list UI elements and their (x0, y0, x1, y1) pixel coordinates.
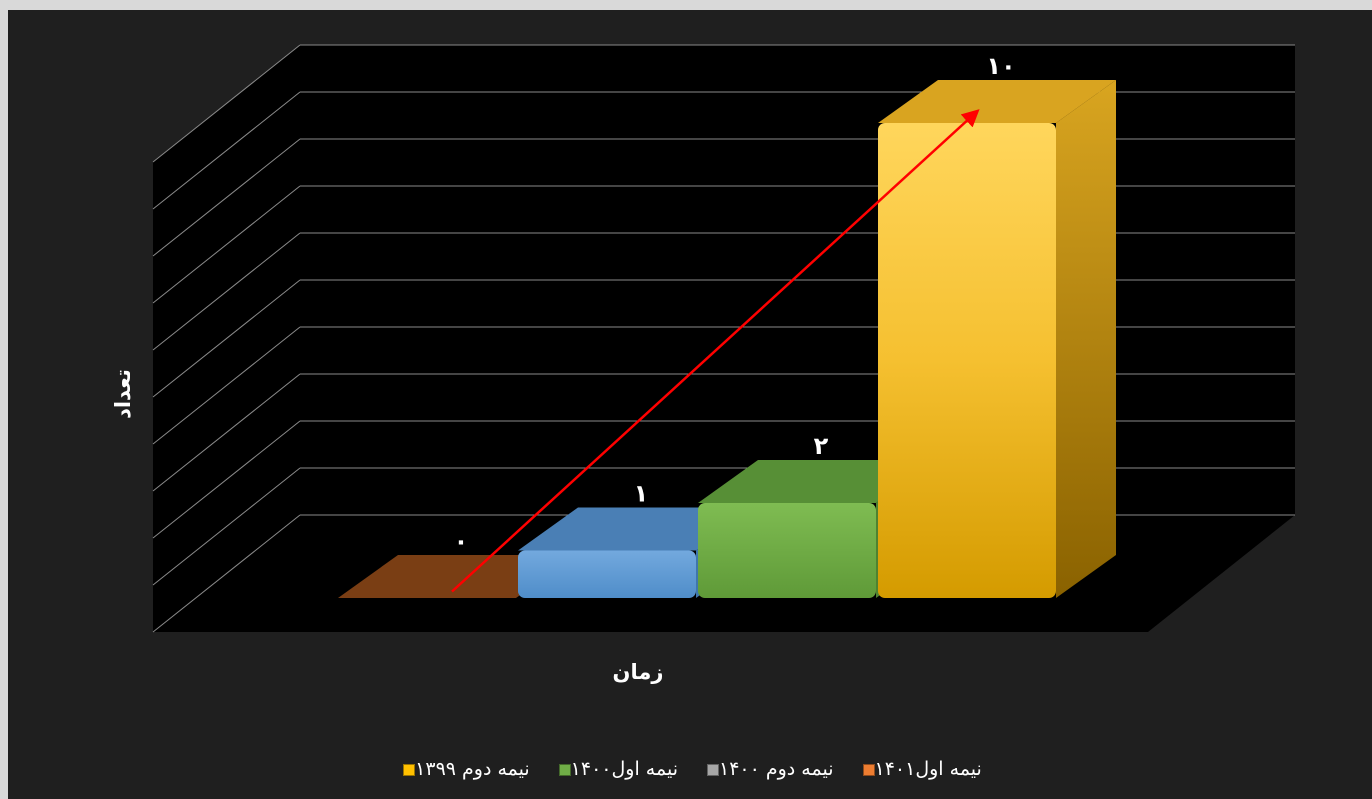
trend-arrow-line (451, 109, 980, 593)
legend-swatch (707, 763, 719, 776)
data-label: ۲ (814, 432, 829, 460)
legend-item: نیمه دوم ۱۳۹۹ (398, 758, 530, 780)
legend-label: نیمه دوم ۱۴۰۰ (719, 758, 834, 780)
gridline-side (152, 420, 301, 539)
data-label: ۱۰ (986, 52, 1015, 80)
y-axis-title: تعداد (111, 369, 135, 419)
bar (338, 555, 576, 598)
legend-item: نیمه اول۱۴۰۰ (554, 758, 678, 780)
bar-front (518, 550, 696, 598)
bar (878, 80, 1116, 598)
chart-plot: ۰ ۱ ۲ ۱۰ زمان تعداد (111, 44, 1295, 684)
gridline-side (152, 373, 301, 492)
legend-label: نیمه دوم ۱۳۹۹ (415, 758, 530, 780)
bar-top (338, 555, 576, 598)
legend: نیمه اول۱۴۰۱ نیمه دوم ۱۴۰۰ نیمه اول۱۴۰۰ نیم… (8, 758, 1372, 780)
gridline-side (152, 91, 301, 210)
gridline-side (152, 185, 301, 304)
trend-arrow (451, 109, 980, 593)
bar-front (698, 503, 876, 598)
bar-top (698, 460, 936, 503)
gridline-side (152, 467, 301, 586)
x-axis-title: زمان (613, 660, 664, 684)
gridline-side (152, 279, 301, 398)
legend-swatch (558, 763, 571, 776)
data-labels: ۰ ۱ ۲ ۱۰ (454, 52, 1016, 555)
legend-label: نیمه اول۱۴۰۱ (874, 758, 982, 780)
data-label: ۰ (454, 527, 469, 555)
bar-front (878, 123, 1056, 598)
legend-swatch (862, 763, 875, 776)
legend-swatch (403, 763, 416, 776)
legend-item: نیمه دوم ۱۴۰۰ (702, 758, 834, 780)
legend-label: نیمه اول۱۴۰۰ (570, 758, 678, 780)
gridline-side (152, 138, 301, 257)
gridlines (152, 44, 1295, 633)
chart-area: ۰ ۱ ۲ ۱۰ زمان تعداد نیمه اول۱۴۰۱ نیمه دوم ۱۴… (8, 10, 1372, 799)
gridline-side (152, 326, 301, 445)
bar-side (1056, 80, 1116, 598)
gridline-side (152, 44, 301, 163)
legend-item: نیمه اول۱۴۰۱ (858, 758, 982, 780)
data-label: ۱ (634, 480, 649, 508)
bar-top (518, 507, 756, 551)
bar-top (878, 80, 1116, 123)
bars (338, 80, 1116, 598)
gridline-side (152, 232, 301, 351)
gridline-side (152, 514, 301, 633)
